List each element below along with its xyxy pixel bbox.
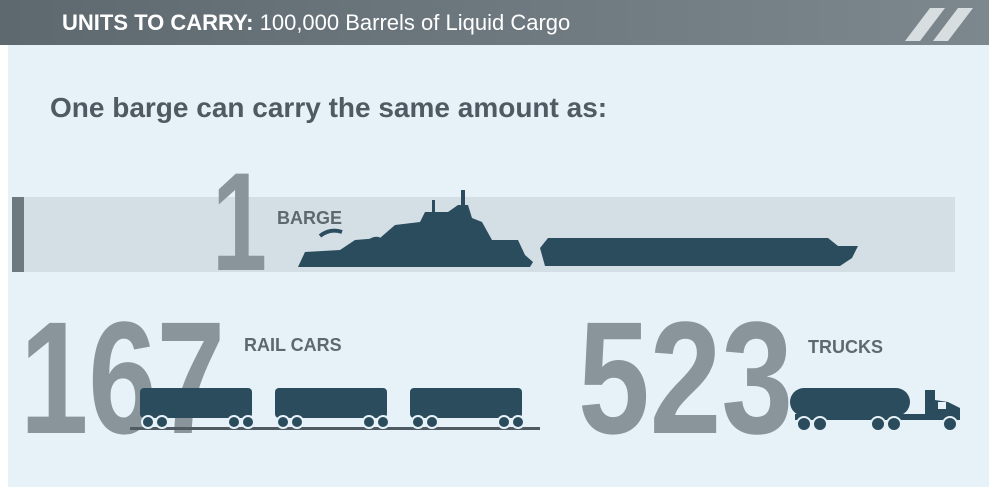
barge-number: 1 <box>212 143 267 300</box>
header: UNITS TO CARRY: 100,000 Barrels of Liqui… <box>62 10 570 35</box>
infographic: UNITS TO CARRY: 100,000 Barrels of Liqui… <box>0 0 989 487</box>
truck-number: 523 <box>578 288 793 467</box>
header-label: UNITS TO CARRY: <box>62 10 253 35</box>
band-accent <box>12 197 24 272</box>
rail-number: 167 <box>20 288 225 467</box>
truck-label: TRUCKS <box>808 337 883 357</box>
rail-label: RAIL CARS <box>244 335 342 355</box>
barge-label: BARGE <box>277 208 342 228</box>
header-text: 100,000 Barrels of Liquid Cargo <box>260 10 571 35</box>
heading: One barge can carry the same amount as: <box>50 92 607 123</box>
